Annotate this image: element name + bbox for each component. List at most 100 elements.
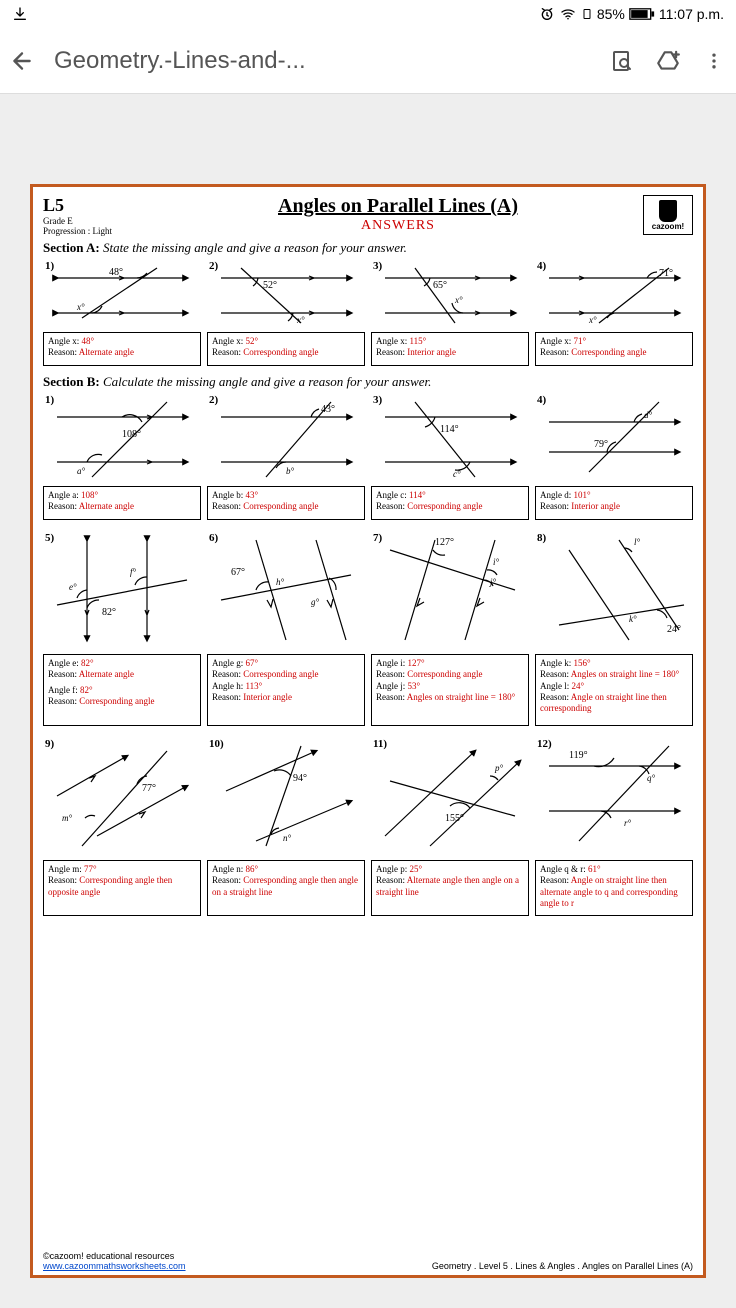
back-button[interactable]	[8, 47, 36, 75]
svg-text:l°: l°	[634, 537, 641, 547]
svg-text:h°: h°	[276, 577, 285, 587]
qnum: 4)	[537, 394, 546, 406]
qnum: 6)	[209, 532, 218, 544]
section-b-row2: 5) e° f° 82°	[43, 530, 693, 726]
page-title: Angles on Parallel Lines (A)	[161, 195, 635, 218]
qnum: 11)	[373, 738, 387, 750]
qnum: 4)	[537, 260, 546, 272]
svg-text:108°: 108°	[122, 429, 141, 440]
section-a-heading: Section A: State the missing angle and g…	[43, 240, 693, 256]
diagram-a3: 3) 65° x°	[371, 258, 529, 328]
svg-text:n°: n°	[283, 833, 292, 843]
svg-text:i°: i°	[493, 557, 500, 567]
svg-text:119°: 119°	[569, 750, 588, 761]
find-button[interactable]	[608, 47, 636, 75]
qnum: 12)	[537, 738, 552, 750]
answer-box: Angle e: 82° Reason: Alternate angle Ang…	[43, 654, 201, 726]
svg-text:x°: x°	[296, 315, 305, 325]
diagram-b11: 11) p° 155°	[371, 736, 529, 856]
page-subtitle: ANSWERS	[161, 218, 635, 234]
diagram-b1: 1) 108° a°	[43, 392, 201, 482]
source-url: www.cazoommathsworksheets.com	[43, 1261, 186, 1271]
svg-text:a°: a°	[77, 466, 86, 476]
answer-box: Angle x: 52° Reason: Corresponding angle	[207, 332, 365, 366]
svg-text:p°: p°	[494, 763, 504, 773]
device-icon	[581, 6, 593, 22]
grade-label: Grade E	[43, 216, 153, 226]
svg-text:x°: x°	[454, 295, 463, 305]
svg-text:114°: 114°	[440, 424, 459, 435]
answer-box: Angle b: 43° Reason: Corresponding angle	[207, 486, 365, 520]
qnum: 1)	[45, 394, 54, 406]
qnum: 8)	[537, 532, 546, 544]
answer-box: Angle n: 86° Reason: Corresponding angle…	[207, 860, 365, 916]
svg-text:65°: 65°	[433, 280, 447, 291]
section-b-row3: 9) 77° m° Angle m: 77° Re	[43, 736, 693, 916]
answer-box: Angle m: 77° Reason: Corresponding angle…	[43, 860, 201, 916]
section-b-heading: Section B: Calculate the missing angle a…	[43, 374, 693, 390]
qnum: 2)	[209, 260, 218, 272]
status-bar: 85% 11:07 p.m.	[0, 0, 736, 28]
diagram-b3: 3) 114° c°	[371, 392, 529, 482]
svg-text:e°: e°	[69, 582, 77, 592]
diagram-a4: 4) 71° x°	[535, 258, 693, 328]
svg-text:155°: 155°	[445, 813, 464, 824]
svg-text:52°: 52°	[263, 280, 277, 291]
section-b-row1: 1) 108° a° Angle a: 108°	[43, 392, 693, 520]
brand-name: cazoom!	[652, 222, 684, 231]
wifi-icon	[559, 6, 577, 22]
diagram-b4: 4) d° 79°	[535, 392, 693, 482]
answer-box: Angle k: 156° Reason: Angles on straight…	[535, 654, 693, 726]
level-code: L5	[43, 195, 153, 216]
answer-box: Angle d: 101° Reason: Interior angle	[535, 486, 693, 520]
document-viewport[interactable]: L5 Grade E Progression : Light Angles on…	[0, 94, 736, 1308]
diagram-b12: 12) 119° q° r°	[535, 736, 693, 856]
svg-text:f°: f°	[130, 567, 137, 577]
diagram-a1: 1) 48° x°	[43, 258, 201, 328]
svg-text:d°: d°	[644, 410, 653, 420]
qnum: 7)	[373, 532, 382, 544]
svg-text:82°: 82°	[102, 607, 116, 618]
svg-text:k°: k°	[629, 614, 637, 624]
answer-box: Angle g: 67° Reason: Corresponding angle…	[207, 654, 365, 726]
answer-box: Angle x: 48° Reason: Alternate angle	[43, 332, 201, 366]
answer-box: Angle x: 115° Reason: Interior angle	[371, 332, 529, 366]
qnum: 3)	[373, 394, 382, 406]
svg-text:m°: m°	[62, 813, 72, 823]
add-to-drive-button[interactable]	[654, 47, 682, 75]
worksheet-page: L5 Grade E Progression : Light Angles on…	[30, 184, 706, 1278]
diagram-b5: 5) e° f° 82°	[43, 530, 201, 650]
alarm-icon	[539, 6, 555, 22]
battery-icon	[629, 7, 655, 21]
qnum: 10)	[209, 738, 224, 750]
brand-logo: cazoom!	[643, 195, 693, 235]
svg-text:77°: 77°	[142, 783, 156, 794]
diagram-b7: 7) 127° i° j°	[371, 530, 529, 650]
clock-text: 11:07 p.m.	[659, 6, 724, 22]
diagram-b10: 10) 94° n°	[207, 736, 365, 856]
more-button[interactable]	[700, 47, 728, 75]
svg-text:127°: 127°	[435, 537, 454, 548]
qnum: 2)	[209, 394, 218, 406]
section-a-row: 1) 48° x° Angle x: 48°	[43, 258, 693, 366]
svg-text:c°: c°	[453, 469, 461, 479]
document-title: Geometry.-Lines-and-...	[54, 47, 590, 75]
svg-text:24°: 24°	[667, 624, 681, 635]
footer-breadcrumb: Geometry . Level 5 . Lines & Angles . An…	[432, 1261, 693, 1271]
diagram-b6: 6) 67° h° g°	[207, 530, 365, 650]
qnum: 1)	[45, 260, 54, 272]
svg-text:x°: x°	[588, 315, 597, 325]
svg-text:g°: g°	[311, 597, 320, 607]
answer-box: Angle p: 25° Reason: Alternate angle the…	[371, 860, 529, 916]
svg-text:71°: 71°	[659, 268, 673, 279]
svg-text:x°: x°	[76, 302, 85, 312]
svg-text:b°: b°	[286, 466, 295, 476]
download-icon	[12, 6, 28, 22]
page-footer: ©cazoom! educational resources www.cazoo…	[43, 1251, 693, 1271]
answer-box: Angle x: 71° Reason: Corresponding angle	[535, 332, 693, 366]
svg-text:q°: q°	[647, 773, 656, 783]
diagram-b2: 2) 43° b°	[207, 392, 365, 482]
svg-text:94°: 94°	[293, 773, 307, 784]
diagram-a2: 2) 52° x°	[207, 258, 365, 328]
battery-percent: 85%	[597, 6, 625, 22]
